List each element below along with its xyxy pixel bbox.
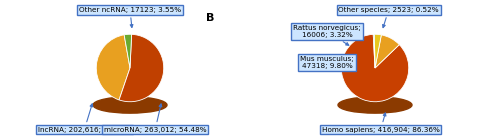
Wedge shape [375,35,400,68]
Text: Other ncRNA; 17123; 3.55%: Other ncRNA; 17123; 3.55% [79,7,181,27]
Wedge shape [374,34,382,68]
Text: Other species; 2523; 0.52%: Other species; 2523; 0.52% [338,7,439,28]
Wedge shape [124,34,132,68]
Text: Homo sapiens; 416,904; 86.36%: Homo sapiens; 416,904; 86.36% [322,113,440,133]
Wedge shape [373,34,375,68]
Wedge shape [119,34,164,102]
Text: microRNA; 263,012; 54.48%: microRNA; 263,012; 54.48% [104,104,206,133]
Text: Mus musculus;
47318; 9.80%: Mus musculus; 47318; 9.80% [300,56,354,69]
Wedge shape [342,34,408,102]
Ellipse shape [93,97,167,113]
Text: Rattus norvegicus;
16006; 3.32%: Rattus norvegicus; 16006; 3.32% [293,25,361,45]
Text: lncRNA; 202,616; 41.97%: lncRNA; 202,616; 41.97% [38,104,130,133]
Wedge shape [96,35,130,100]
Text: B: B [206,13,214,23]
Ellipse shape [338,97,412,113]
